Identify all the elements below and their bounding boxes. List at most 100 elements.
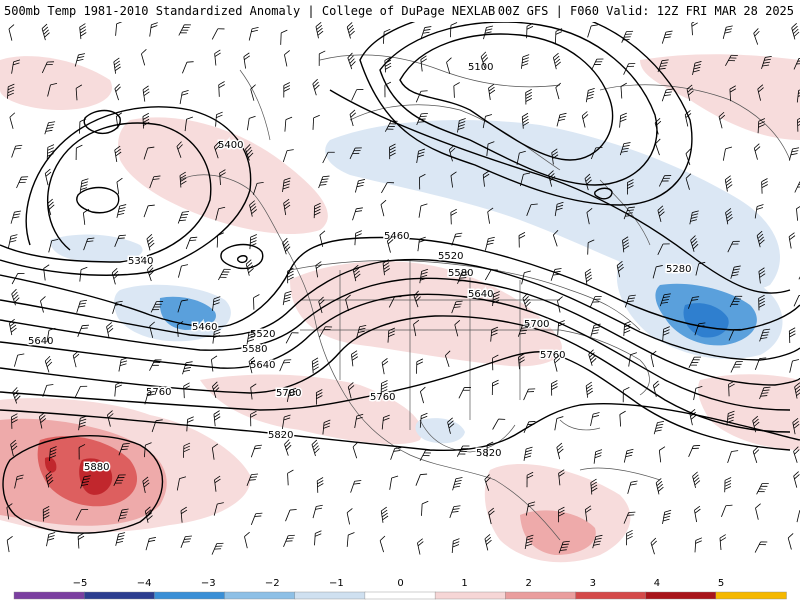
- wind-barb: [480, 51, 489, 69]
- wind-barb: [553, 52, 561, 70]
- wind-barb: [212, 296, 221, 311]
- wind-barb: [558, 506, 565, 523]
- contour-label: 5460: [192, 322, 217, 333]
- wind-barb: [212, 328, 221, 344]
- contour-low-hudson: [594, 187, 613, 200]
- wind-barb: [420, 26, 432, 40]
- wind-barb: [788, 327, 796, 344]
- wind-barb: [627, 179, 634, 195]
- wind-barb: [79, 178, 89, 193]
- wind-barb: [555, 82, 561, 100]
- wind-barb: [548, 170, 556, 187]
- wind-barb: [686, 84, 694, 101]
- wind-barb: [16, 176, 29, 189]
- wind-barb: [176, 321, 184, 337]
- wind-barb: [416, 358, 424, 374]
- wind-barb: [724, 175, 733, 192]
- wind-barb: [322, 419, 331, 435]
- contour-5700: [0, 315, 791, 433]
- wind-barb: [46, 327, 56, 343]
- wind-barb: [787, 533, 794, 550]
- wind-barb: [11, 59, 21, 74]
- wind-barb: [44, 168, 52, 186]
- wind-barb: [149, 321, 155, 339]
- legend-swatch: [575, 591, 647, 600]
- wind-barb: [556, 112, 567, 127]
- wind-barb: [285, 332, 299, 344]
- wind-barb: [688, 356, 702, 368]
- wind-barb: [42, 506, 50, 522]
- wind-barb: [417, 236, 426, 252]
- wind-barb: [728, 328, 741, 341]
- wind-barb: [144, 442, 152, 458]
- legend-swatch: [294, 591, 366, 600]
- wind-barb: [452, 477, 463, 491]
- wind-barb: [788, 147, 800, 161]
- wind-barb: [8, 318, 17, 336]
- wind-barb: [524, 534, 534, 550]
- wind-barb: [761, 56, 772, 70]
- wind-barb: [759, 386, 771, 400]
- wind-barb: [43, 264, 50, 281]
- wind-barb: [446, 57, 452, 74]
- wind-barb: [12, 387, 21, 404]
- warm-anomaly-pacific-deep: [79, 458, 113, 495]
- wind-barb: [185, 236, 198, 250]
- wind-barb: [689, 210, 699, 225]
- wind-barb: [592, 534, 603, 549]
- wind-barb: [584, 505, 592, 522]
- wind-barb: [77, 324, 89, 337]
- wind-barb: [758, 294, 766, 311]
- wind-barb: [456, 445, 470, 457]
- wind-barb: [557, 296, 563, 313]
- wind-barb: [245, 259, 254, 276]
- wind-barb: [657, 205, 665, 223]
- wind-barb: [517, 324, 529, 337]
- wind-barb: [487, 207, 494, 224]
- wind-barb: [250, 84, 256, 101]
- wind-barb: [79, 266, 88, 282]
- wind-barb: [354, 413, 364, 429]
- wind-barb: [620, 82, 627, 99]
- wind-barb: [796, 204, 800, 221]
- legend-tick-label: 2: [526, 578, 532, 589]
- wind-barb: [655, 478, 664, 495]
- wind-barb: [727, 240, 740, 253]
- wind-barb: [319, 230, 326, 247]
- wind-barb: [525, 501, 536, 516]
- wind-barb: [752, 415, 760, 433]
- wind-barb: [752, 446, 760, 464]
- wind-barb: [728, 380, 735, 397]
- wind-barb: [282, 237, 291, 255]
- wind-barb: [753, 143, 761, 160]
- wind-barb: [719, 534, 727, 551]
- wind-barb: [444, 350, 451, 368]
- wind-barb: [146, 234, 155, 251]
- contour-label: 5580: [448, 268, 473, 279]
- wind-barb: [550, 268, 562, 281]
- wind-barb: [415, 90, 428, 103]
- wind-barb: [756, 483, 769, 495]
- wind-barb: [180, 535, 192, 548]
- wind-barb: [47, 198, 55, 216]
- legend-tick-label: 1: [461, 578, 467, 589]
- wind-barb: [722, 146, 733, 161]
- wind-barb: [280, 29, 288, 45]
- wind-barb: [553, 355, 561, 372]
- wind-barb: [622, 236, 630, 253]
- wind-barb: [590, 146, 603, 160]
- wind-barb: [118, 357, 128, 372]
- wind-barb: [793, 294, 800, 307]
- wind-barb: [387, 327, 396, 343]
- wind-barb: [356, 324, 367, 339]
- wind-barb: [248, 26, 259, 41]
- wind-barb: [211, 28, 225, 40]
- wind-barb: [82, 208, 90, 225]
- legend-swatch: [645, 591, 717, 600]
- wind-barb: [283, 534, 295, 547]
- wind-barb: [179, 89, 189, 105]
- wind-barb: [688, 445, 701, 457]
- wind-barb: [415, 473, 428, 486]
- legend-tick-label: 3: [590, 578, 596, 589]
- wind-barb: [492, 291, 500, 307]
